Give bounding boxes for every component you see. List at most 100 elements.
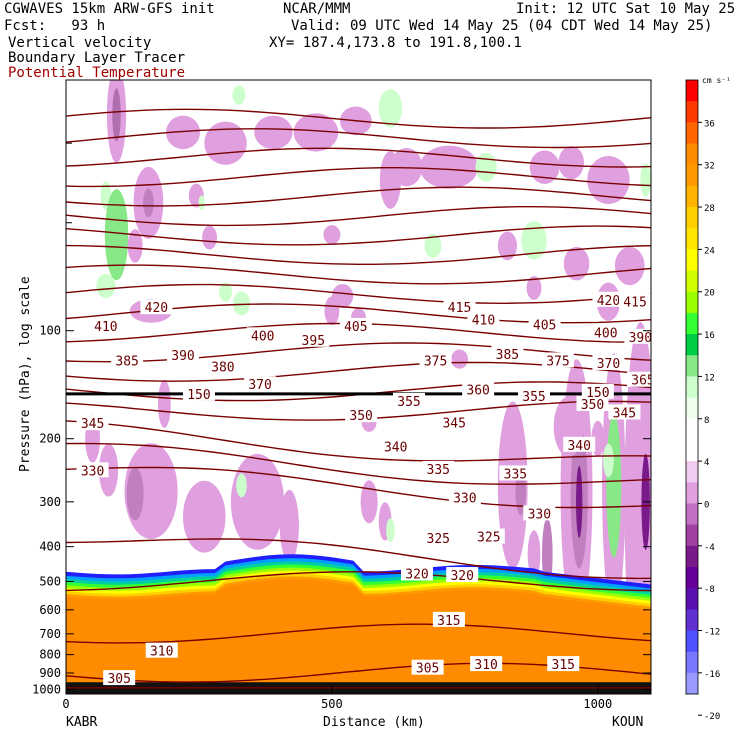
isentrope-label: 355 [397, 395, 420, 410]
left-endpoint: KABR [66, 715, 97, 730]
isentrope-label-bg [592, 354, 625, 370]
isentrope-label: 305 [107, 672, 130, 687]
colorbar-label: -4 [704, 543, 715, 553]
vertical-velocity-region [232, 85, 246, 105]
valid-time: Valid: 09 UTC Wed 14 May 25 (04 CDT Wed … [291, 18, 713, 34]
isentrope-label: 320 [450, 569, 473, 584]
colorbar-swatch [686, 185, 698, 208]
isentrope-315 [66, 623, 651, 644]
isentrope-label-bg [345, 407, 378, 423]
isentrope-label: 350 [349, 409, 372, 424]
isentrope-label: 385 [496, 348, 519, 363]
isentrope-label: 400 [251, 329, 274, 344]
colorbar: 36 32 28 24 20 16 12 8 4 0 -4 -8 -12 -16 -20 cm s⁻¹ [685, 76, 731, 722]
vertical-velocity-region [143, 188, 154, 218]
colorbar-unit: cm s⁻¹ [702, 76, 731, 85]
isentrope-label: 325 [427, 532, 450, 547]
isentrope-400 [66, 186, 651, 207]
isentrope-label-bg [167, 347, 199, 363]
isentrope-label-bg [518, 387, 550, 403]
isentrope-label-bg [246, 327, 279, 343]
isentrope-label-bg [619, 293, 651, 309]
vertical-velocity-region [127, 229, 143, 263]
vertical-velocity-region [419, 145, 479, 189]
vertical-velocity-region [386, 518, 395, 543]
colorbar-label: -16 [704, 670, 720, 680]
colorbar-swatch [686, 609, 698, 631]
vertical-velocity-region [529, 150, 560, 184]
vertical-velocity-region [183, 480, 226, 553]
colorbar-swatch [686, 80, 698, 102]
vertical-velocity-region [475, 152, 497, 182]
isentrope-label-bg [111, 352, 144, 368]
isentrope-label-bg [472, 528, 505, 544]
colorbar-swatch [686, 545, 698, 568]
isentrope-335 [66, 442, 651, 485]
y-tick-label: 500 [39, 574, 61, 588]
isentrope-label-bg [576, 395, 609, 411]
y-tick-label: 400 [39, 540, 61, 554]
isentrope-label-bg [491, 345, 524, 361]
isentrope-label: 345 [613, 406, 636, 421]
vertical-velocity-region [198, 195, 205, 211]
isentrope-320 [66, 571, 651, 592]
isentrope-label-bg [89, 317, 122, 333]
vertical-velocity-region [614, 246, 645, 286]
colorbar-label: 0 [704, 500, 709, 510]
vertical-velocity-region [230, 453, 285, 550]
isentrope-label: 405 [344, 320, 367, 335]
colorbar-swatch [686, 461, 698, 483]
colorbar-label: 28 [704, 204, 715, 214]
isentrope-label-bg [244, 376, 277, 392]
isentrope-label-bg [182, 385, 215, 401]
colorbar-swatch [686, 122, 698, 145]
right-endpoint: KOUN [612, 715, 643, 730]
colorbar-label: 12 [704, 373, 715, 383]
vertical-velocity-region [279, 489, 299, 562]
colorbar-swatch [686, 376, 698, 399]
isentrope-390 [66, 225, 651, 246]
vertical-velocity-region [293, 113, 339, 152]
colorbar-label: 4 [704, 458, 709, 468]
x-tick-label: 500 [321, 697, 343, 711]
vertical-velocity-region [587, 156, 630, 204]
isentrope-385 [66, 244, 651, 265]
isentrope-label-bg [103, 670, 136, 686]
x-axis-label: Distance (km) [323, 715, 425, 730]
isentrope-340 [66, 420, 651, 462]
isentrope-label: 310 [474, 658, 497, 673]
vertical-velocity-region [378, 89, 403, 128]
isentrope-label-bg [443, 299, 476, 315]
isentrope-label-bg [401, 565, 433, 581]
vertical-velocity-region [563, 246, 590, 281]
vertical-velocity-region [451, 349, 469, 369]
vertical-velocity-region [527, 530, 541, 579]
vertical-velocity-region [497, 401, 528, 570]
isentrope-label: 150 [187, 388, 210, 403]
isentrope-label: 330 [528, 507, 551, 522]
isentrope-label: 150 [586, 386, 609, 401]
colorbar-swatch [686, 482, 698, 504]
colorbar-label: -8 [704, 585, 715, 595]
colorbar-swatch [686, 164, 698, 187]
isentrope-label: 370 [248, 378, 271, 393]
colorbar-swatch [686, 630, 698, 653]
colorbar-swatch [686, 672, 698, 695]
vertical-velocity-region [603, 443, 614, 478]
isentrope-label: 410 [472, 313, 495, 328]
isentrope-label-bg [206, 358, 239, 374]
isentrope-label: 365 [631, 374, 654, 389]
vertical-velocity-region [158, 379, 171, 428]
vertical-velocity-region [232, 291, 251, 316]
vertical-velocity-region [379, 151, 402, 209]
isentrope-label-bg [581, 383, 614, 399]
colorbar-swatch [686, 588, 698, 610]
vertical-velocity-region [202, 225, 218, 250]
vertical-velocity-region [112, 88, 121, 142]
colorbar-swatch [686, 270, 698, 293]
isentrope-label-bg [145, 642, 178, 658]
colorbar-swatch [686, 418, 698, 441]
colorbar-swatch [686, 312, 698, 335]
isentrope-label: 410 [94, 320, 117, 335]
